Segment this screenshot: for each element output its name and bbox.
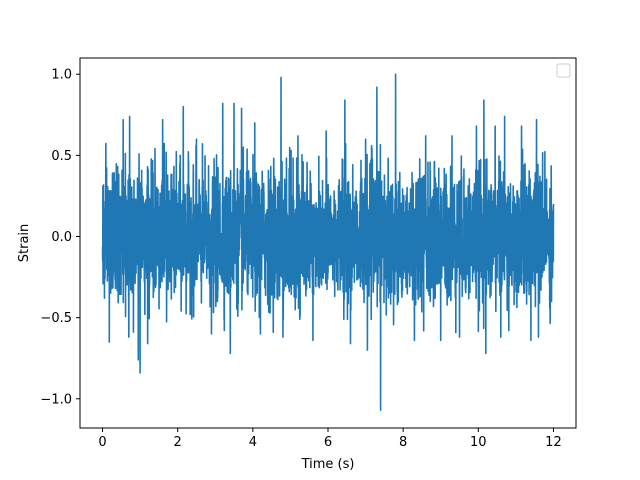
y-tick-label: 0.5	[51, 149, 72, 164]
x-tick-label: 10	[470, 435, 487, 450]
x-tick-label: 12	[545, 435, 562, 450]
strain-series-line	[101, 73, 555, 411]
x-tick-label: 4	[249, 435, 257, 450]
y-tick-label: −1.0	[40, 392, 72, 407]
series-layer	[101, 73, 555, 411]
axes-frame	[79, 57, 577, 429]
x-tick-label: 8	[399, 435, 407, 450]
x-tick-label: 6	[324, 435, 332, 450]
y-axis-ticks: −1.0 −0.5 0.0 0.5 1.0	[40, 68, 80, 407]
x-axis-ticks: 0 2 4 6 8 10 12	[98, 428, 562, 450]
x-tick-label: 0	[98, 435, 106, 450]
y-tick-label: 1.0	[51, 68, 72, 83]
x-tick-label: 2	[174, 435, 182, 450]
y-tick-label: −0.5	[40, 311, 72, 326]
x-axis-label: Time (s)	[301, 457, 355, 472]
y-tick-label: 0.0	[51, 230, 72, 245]
legend-box	[556, 63, 571, 78]
y-axis-label: Strain	[17, 224, 32, 263]
